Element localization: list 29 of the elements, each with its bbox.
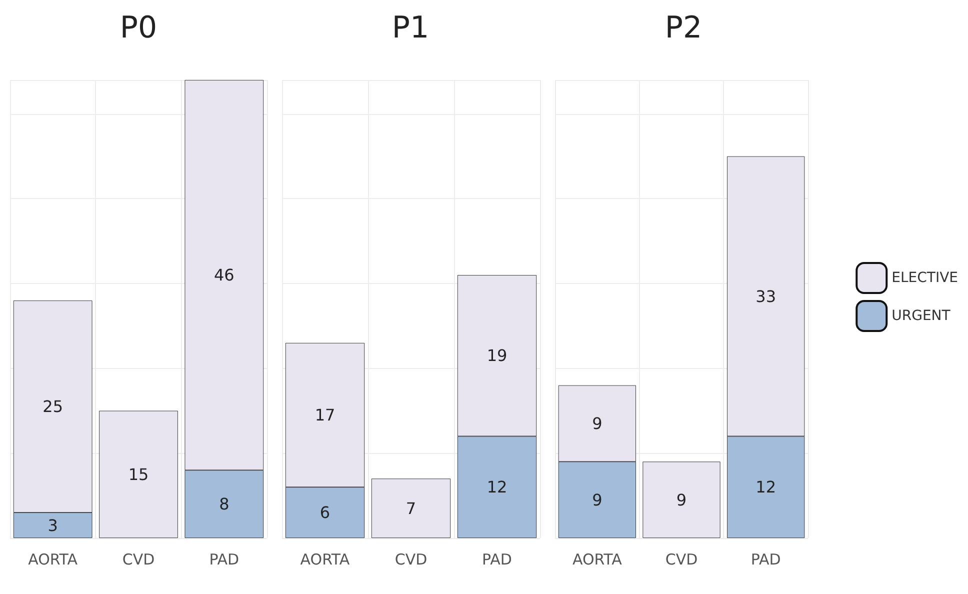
data-label: 17 [314, 406, 336, 425]
chart-title: P1 [392, 10, 430, 46]
data-label: 15 [128, 464, 149, 484]
data-label: 9 [592, 414, 602, 433]
chart-title: P2 [664, 10, 702, 46]
data-label: 46 [214, 266, 234, 285]
legend-label: URGENT [892, 308, 951, 324]
x-tick-label: PAD [750, 550, 781, 568]
x-tick-label: CVD [394, 550, 428, 568]
data-label: 8 [219, 494, 230, 514]
data-label: 6 [320, 503, 330, 522]
chart-title: P0 [120, 10, 158, 46]
data-label: 7 [406, 498, 416, 518]
data-label: 12 [756, 478, 776, 497]
data-label: 33 [756, 286, 776, 306]
data-label: 12 [486, 478, 508, 497]
x-tick-label: AORTA [300, 550, 350, 568]
data-label: 9 [592, 490, 602, 510]
x-tick-label: AORTA [28, 550, 78, 568]
x-tick-label: PAD [209, 550, 240, 568]
x-tick-label: CVD [665, 550, 698, 568]
legend-label: ELECTIVE [892, 270, 958, 286]
data-label: 19 [486, 346, 508, 366]
data-label: 3 [48, 516, 58, 535]
x-tick-label: AORTA [572, 550, 623, 568]
x-tick-label: PAD [482, 550, 512, 568]
data-label: 25 [42, 397, 64, 416]
x-tick-label: CVD [122, 550, 155, 568]
data-label: 9 [676, 490, 687, 510]
